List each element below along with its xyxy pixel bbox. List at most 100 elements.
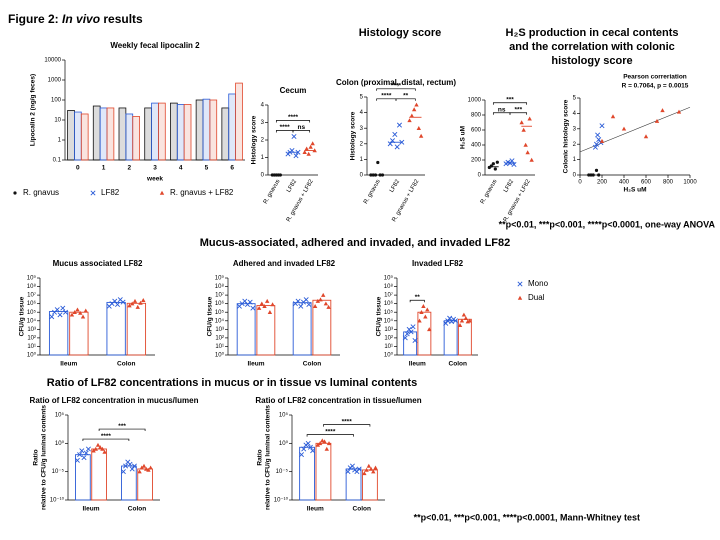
y-axis-label: Colonic histology score [563, 99, 570, 173]
figure-suffix: results [100, 12, 143, 26]
bar [176, 104, 185, 161]
significance-label: **** [342, 418, 353, 425]
bar [183, 104, 192, 161]
data-point [141, 298, 146, 303]
data-point [135, 304, 140, 309]
x-tick-label: LF82 [503, 178, 515, 193]
legend-label: LF82 [101, 188, 120, 197]
y-tick-label: 10⁰ [27, 352, 37, 359]
y-axis-label: relative to CFU/g luminal contents [265, 405, 272, 510]
data-point [75, 307, 80, 312]
bar [80, 113, 89, 161]
data-point [270, 302, 275, 307]
data-point [298, 452, 305, 458]
data-point [293, 153, 299, 159]
significance-label: **** [325, 428, 336, 435]
significance-bracket [98, 428, 146, 432]
data-point [412, 337, 418, 343]
data-point [425, 307, 430, 312]
data-point [597, 173, 601, 177]
data-point [621, 126, 627, 131]
data-point [242, 298, 248, 304]
data-point [461, 312, 467, 317]
data-point [660, 108, 665, 113]
bar [132, 116, 140, 161]
y-tick-label: 5 [573, 96, 577, 102]
data-point [127, 303, 132, 308]
x-tick-label: 3 [153, 165, 157, 172]
x-tick-label: Colon [353, 506, 371, 513]
y-tick-label: 3 [360, 126, 364, 132]
bar [125, 113, 134, 161]
data-point [654, 118, 660, 123]
y-tick-label: 10⁷ [215, 292, 224, 299]
data-point [459, 318, 465, 323]
bar [158, 102, 166, 161]
data-point [139, 465, 144, 470]
y-tick-label: 10⁰ [279, 440, 289, 447]
data-point [324, 446, 329, 451]
data-point [312, 304, 318, 309]
figure-emphasis: In vivo [62, 12, 100, 26]
bar [299, 446, 315, 501]
y-tick-label: 10⁶ [27, 300, 37, 307]
data-point [304, 146, 309, 151]
y-tick-label: 10⁵ [215, 309, 225, 316]
data-point [120, 469, 126, 475]
data-point [409, 113, 415, 118]
data-point [132, 298, 138, 303]
section-title: Mucus-associated, adhered and invaded, a… [200, 237, 511, 249]
data-point [399, 139, 405, 145]
data-point [54, 307, 60, 313]
data-point [489, 164, 493, 168]
bar [417, 311, 432, 356]
data-point [247, 299, 253, 305]
data-point [396, 122, 402, 128]
y-axis-label: CFU/g tissue [19, 296, 26, 336]
y-tick-label: 10⁻¹⁰ [50, 497, 65, 504]
y-tick-label: 10⁸ [215, 283, 225, 290]
data-point [291, 133, 297, 140]
data-point [80, 314, 86, 319]
stats-note: **p<0.01, ***p<0.001, ****p<0.0001, Mann… [414, 512, 640, 522]
data-point [599, 123, 605, 129]
chart-title: Mucus associated LF82 [53, 259, 143, 268]
y-axis-label: Histology score [251, 115, 258, 164]
y-tick-label: 10⁹ [215, 275, 225, 282]
bar [228, 93, 236, 161]
data-point [519, 120, 524, 125]
data-point [81, 455, 87, 461]
x-tick-label: R. gnavus [363, 179, 382, 205]
data-point [49, 314, 55, 320]
significance-label: **** [381, 93, 392, 100]
data-point [529, 157, 534, 162]
data-point [131, 463, 137, 469]
y-tick-label: 2 [360, 141, 364, 147]
data-point [414, 102, 419, 107]
data-point [57, 312, 63, 318]
data-point [129, 466, 135, 472]
bar [118, 107, 127, 161]
significance-label: *** [515, 106, 523, 113]
data-point [594, 168, 599, 172]
data-point [78, 310, 83, 315]
significance-label: **** [288, 114, 299, 121]
y-tick-label: 3 [573, 126, 577, 132]
data-point [378, 173, 382, 177]
bar [137, 468, 153, 501]
fit-line [579, 106, 691, 153]
data-point [63, 309, 69, 315]
x-tick-label: 200 [597, 180, 608, 186]
data-point [310, 448, 316, 454]
y-tick-label: 4 [261, 103, 265, 109]
bar [170, 102, 178, 161]
data-point [112, 298, 118, 304]
data-point [317, 441, 323, 446]
significance-bracket [409, 299, 425, 303]
chart-title: Adhered and invaded LF82 [233, 259, 336, 268]
y-tick-label: 3 [261, 120, 265, 126]
data-point [467, 318, 472, 323]
data-point [93, 446, 98, 451]
y-tick-label: 600 [471, 128, 482, 134]
bar [315, 442, 332, 501]
